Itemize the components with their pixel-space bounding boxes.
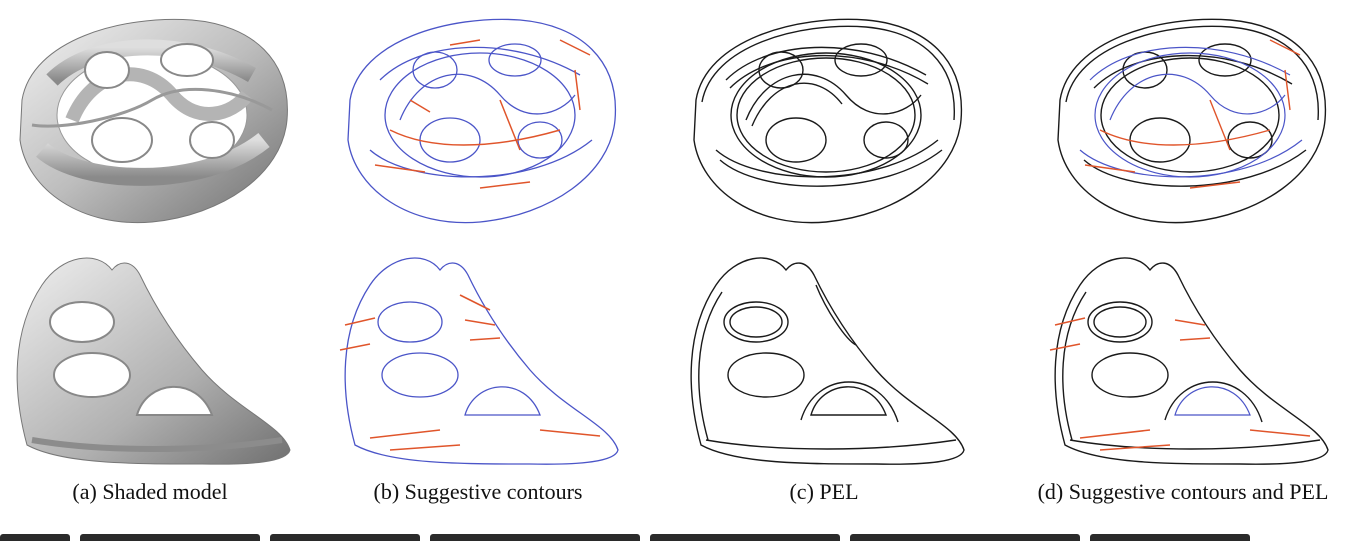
suggestive-figure-drawing [339,257,619,465]
caption-b: (b) Suggestive contours [373,479,583,504]
panel-a-top-shaded-knot [2,0,298,232]
pel-knot-drawing [693,18,963,224]
caption-a: (a) Shaded model [72,479,228,504]
shaded-figure-image [16,257,291,465]
combined-knot-drawing [1057,18,1327,224]
suggestive-knot-drawing [347,18,617,224]
caption-d: (d) Suggestive contours and PEL [1037,479,1329,504]
panel-b-top-suggestive-knot [330,0,626,232]
cutoff-text-line [0,528,1364,541]
shaded-knot-image [19,18,288,224]
panel-d-top-combined-knot [1040,0,1336,232]
panel-b-bottom-suggestive-figure [330,240,626,468]
panel-d-bottom-combined-figure [1040,240,1336,468]
pel-figure-drawing [690,257,965,465]
panel-c-top-pel-knot [676,0,972,232]
panel-c-bottom-pel-figure [676,240,972,468]
panel-a-bottom-shaded-figure [2,240,298,468]
caption-c: (c) PEL [789,479,859,504]
combined-figure-drawing [1049,257,1329,465]
